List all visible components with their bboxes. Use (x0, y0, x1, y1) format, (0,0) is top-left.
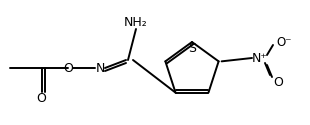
Text: S: S (188, 42, 196, 56)
Text: O: O (63, 62, 73, 74)
Text: NH₂: NH₂ (124, 16, 148, 28)
Text: N⁺: N⁺ (252, 52, 268, 64)
Text: O: O (36, 92, 46, 106)
Text: N: N (95, 62, 105, 74)
Text: O: O (273, 76, 283, 90)
Text: O⁻: O⁻ (276, 36, 292, 49)
